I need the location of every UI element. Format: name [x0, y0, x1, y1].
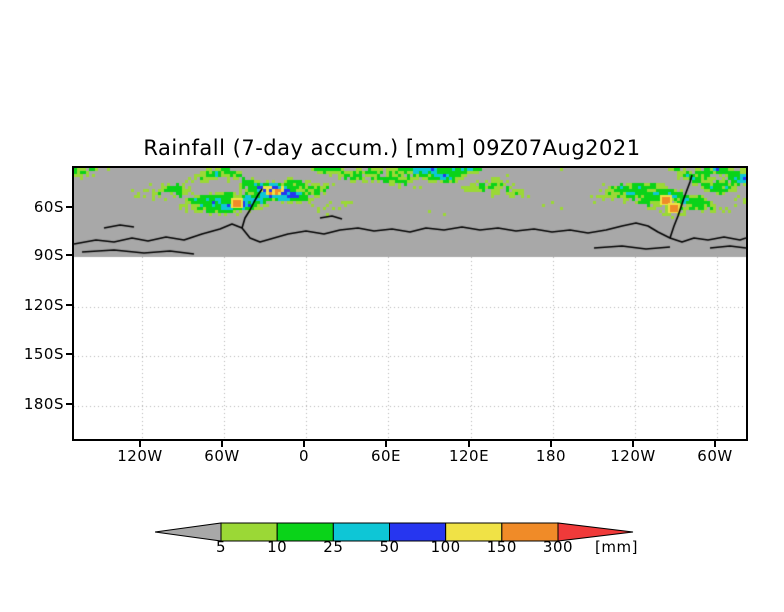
colorbar-swatches: [155, 522, 634, 542]
colorbar-unit-label: [mm]: [595, 538, 638, 556]
y-axis-tick-mark: [66, 254, 73, 256]
map-plot-area: [72, 166, 748, 441]
colorbar-tick-label: 50: [379, 538, 400, 556]
chart-title: Rainfall (7-day accum.) [mm] 09Z07Aug202…: [143, 136, 641, 160]
x-axis-tick-label: 0: [298, 447, 310, 465]
x-axis-tick-label: 120E: [448, 447, 490, 465]
colorbar-tick-label: 300: [542, 538, 574, 556]
y-axis-tick-label: 150S: [23, 345, 64, 363]
colorbar-tick-label: 100: [430, 538, 461, 556]
x-axis-tick-label: 180: [535, 447, 567, 465]
colorbar-tick-label: 150: [486, 538, 517, 556]
x-axis-tick-label: 120W: [117, 447, 163, 465]
y-axis-tick-mark: [66, 403, 73, 405]
x-axis-tick-mark: [468, 440, 470, 447]
rainfall-map-raster: [74, 168, 746, 439]
y-axis-tick-mark: [66, 353, 73, 355]
y-axis-tick-label: 90S: [33, 246, 64, 264]
x-axis-tick-label: 120W: [610, 447, 656, 465]
x-axis-tick-mark: [303, 440, 305, 447]
x-axis-tick-label: 60W: [204, 447, 240, 465]
y-axis-tick-label: 120S: [23, 296, 64, 314]
x-axis-tick-label: 60W: [697, 447, 733, 465]
x-axis-tick-mark: [385, 440, 387, 447]
colorbar: [0, 512, 784, 572]
x-axis-tick-mark: [714, 440, 716, 447]
x-axis-tick-mark: [550, 440, 552, 447]
colorbar-tick-label: 10: [267, 538, 288, 556]
x-axis-tick-mark: [632, 440, 634, 447]
colorbar-tick-label: 25: [323, 538, 344, 556]
y-axis-tick-label: 180S: [23, 395, 64, 413]
x-axis-tick-label: 60E: [370, 447, 402, 465]
colorbar-band-over: [557, 522, 634, 542]
y-axis-tick-mark: [66, 304, 73, 306]
x-axis-tick-mark: [139, 440, 141, 447]
colorbar-tick-label: 5: [215, 538, 227, 556]
x-axis-tick-mark: [221, 440, 223, 447]
y-axis-tick-label: 60S: [33, 198, 64, 216]
y-axis-tick-mark: [66, 206, 73, 208]
